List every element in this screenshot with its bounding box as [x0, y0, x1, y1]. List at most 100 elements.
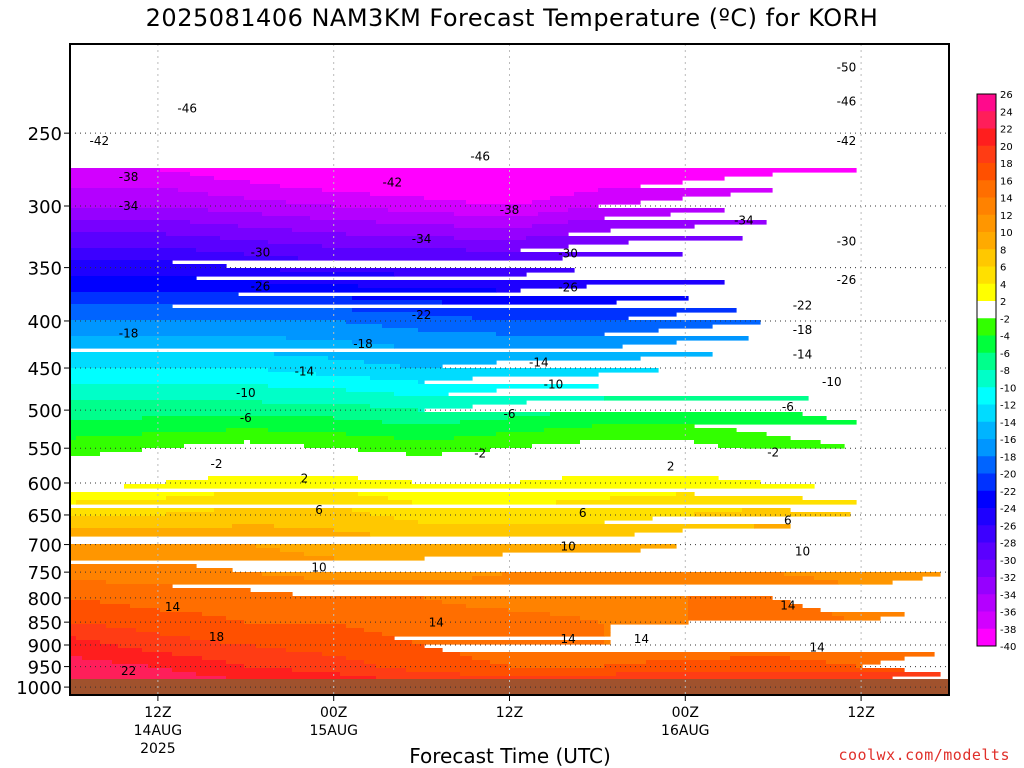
temperature-cell	[244, 440, 251, 445]
colorbar-label: -32	[1000, 573, 1016, 584]
temperature-cell	[274, 352, 713, 357]
temperature-cell	[604, 640, 611, 645]
temperature-cell	[394, 392, 449, 397]
temperature-cell	[70, 232, 167, 237]
temperature-cell	[70, 212, 263, 217]
temperature-cell	[70, 476, 209, 481]
temperature-cell	[568, 208, 725, 213]
temperature-cell	[70, 408, 419, 413]
temperature-cell	[142, 448, 359, 453]
temperature-cell	[190, 220, 377, 225]
contour-label: 10	[311, 560, 326, 574]
temperature-cell	[70, 220, 191, 225]
temperature-cell	[70, 600, 101, 605]
colorbar-label: -18	[1000, 452, 1016, 463]
temperature-cell	[346, 624, 605, 629]
temperature-cell	[70, 308, 353, 313]
temperature-cell	[352, 308, 737, 313]
temperature-cell	[826, 660, 881, 665]
temperature-cell	[268, 368, 659, 373]
contour-label: -6	[504, 407, 516, 421]
colorbar-swatch	[977, 94, 996, 112]
temperature-cell	[124, 484, 815, 489]
temperature-cell	[70, 228, 293, 233]
temperature-cell	[550, 612, 689, 617]
temperature-cell	[580, 440, 695, 445]
colorbar-legend: 26 24 22 20 18 16 14 12 10 8 6 4 2 -2 -4 -6 -8 -10 -12 -14 -…	[976, 90, 1016, 653]
contour-label: -30	[251, 245, 271, 259]
contour-label: -2	[211, 457, 223, 471]
temperature-cell	[304, 552, 503, 557]
temperature-cell	[208, 192, 371, 197]
temperature-cell	[442, 300, 617, 305]
y-tick-label: 750	[28, 563, 62, 584]
temperature-cell	[580, 616, 689, 621]
temperature-cell	[70, 528, 335, 533]
temperature-cell	[130, 604, 467, 609]
temperature-cell	[472, 316, 629, 321]
temperature-cell	[268, 428, 545, 433]
temperature-cell	[550, 412, 803, 417]
temperature-cell	[508, 608, 689, 613]
x-tick-label: 12Z	[144, 705, 171, 721]
temperature-cell	[370, 192, 575, 197]
temperature-cell	[70, 552, 305, 557]
temperature-cell	[106, 580, 839, 585]
contour-label: -26	[837, 273, 857, 287]
temperature-cell	[76, 436, 395, 441]
temperature-cell	[208, 476, 359, 481]
colorbar-label: -38	[1000, 625, 1016, 636]
temperature-cell	[178, 188, 323, 193]
contour-label: -50	[837, 60, 857, 74]
colorbar-label: 20	[1000, 142, 1013, 153]
colorbar-label: 10	[1000, 228, 1013, 239]
temperature-cell	[70, 576, 305, 581]
temperature-cell	[70, 676, 227, 681]
temperature-cell	[70, 368, 269, 373]
temperature-cell	[70, 620, 245, 625]
colorbar-label: 4	[1000, 280, 1006, 291]
colorbar-swatch	[977, 214, 996, 233]
x-tick-label: 00Z	[320, 705, 347, 721]
y-tick-label: 800	[28, 589, 62, 610]
temperature-cell	[424, 596, 689, 601]
temperature-cell	[220, 640, 413, 645]
temperature-cell	[286, 200, 467, 205]
temperature-cell	[70, 616, 227, 621]
contour-label: 6	[579, 506, 587, 520]
contour-label: -22	[793, 299, 813, 313]
temperature-cell	[70, 644, 119, 649]
y-tick-label: 400	[28, 312, 62, 333]
temperature-cell	[352, 296, 689, 301]
temperature-cell	[106, 624, 347, 629]
temperature-cell	[334, 204, 599, 209]
temperature-cell	[256, 644, 425, 649]
temperature-cell	[466, 604, 689, 609]
colorbar-label: 6	[1000, 263, 1006, 274]
temperature-cell	[508, 664, 605, 669]
contour-label: -42	[89, 134, 109, 148]
temperature-cell	[598, 188, 773, 193]
temperature-cell	[376, 664, 509, 669]
temperature-cell	[172, 652, 323, 657]
temperature-cell	[328, 356, 641, 361]
temperature-cell	[382, 420, 461, 425]
temperature-cell	[754, 524, 791, 529]
contour-label: -14	[295, 365, 315, 379]
contour-label: -26	[558, 281, 578, 295]
temperature-cell	[166, 232, 347, 237]
temperature-cell	[556, 500, 857, 505]
temperature-cell	[70, 544, 257, 549]
x-tick-label: 12Z	[847, 705, 874, 721]
contour-label: 14	[165, 600, 180, 614]
temperature-cell	[70, 452, 101, 457]
colorbar-label: 12	[1000, 211, 1013, 222]
temperature-cell	[298, 256, 563, 261]
colorbar-swatch	[977, 335, 996, 354]
temperature-cell	[604, 396, 809, 401]
temperature-cell	[466, 248, 521, 253]
colorbar-label: -10	[1000, 383, 1016, 394]
temperature-cell	[226, 660, 365, 665]
temperature-cell	[70, 236, 221, 241]
